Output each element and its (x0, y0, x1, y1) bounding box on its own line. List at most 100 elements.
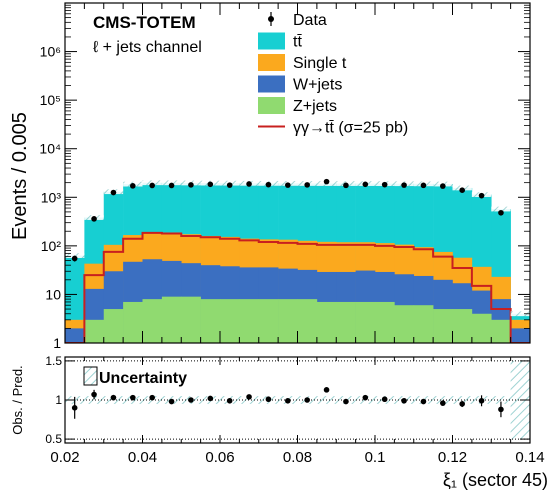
data-point-9 (246, 181, 252, 187)
ratio-point-21 (478, 397, 485, 404)
legend-label-2: W+jets (293, 77, 342, 94)
legend-signal-label: γγ→tt̄ (σ=25 pb) (293, 120, 408, 137)
ratio-band-bin-22 (491, 396, 511, 404)
stack-bar-90da70-5 (161, 296, 182, 343)
uncertainty-top-23 (510, 311, 530, 317)
x-tick-label-0: 0.02 (50, 449, 79, 466)
data-point-18 (420, 182, 427, 189)
data-point-6 (188, 182, 194, 188)
ratio-point-7 (207, 395, 214, 402)
stack-bar-90da70-16 (375, 301, 395, 343)
data-point-7 (207, 181, 214, 188)
stack-bar-90da70-2 (103, 309, 124, 343)
ratio-point-8 (226, 397, 233, 404)
x-tick-label-6: 0.14 (515, 449, 544, 466)
stacked-histograms (65, 182, 530, 343)
ratio-point-18 (420, 398, 427, 405)
stack-bar-90da70-12 (297, 299, 318, 343)
main-y-axis: 1 10 10² 10³ 10⁴ 10⁵ 10⁶ (39, 4, 530, 351)
ratio-band-bin-20 (452, 396, 473, 404)
ratio-point-1 (91, 391, 97, 398)
uncertainty-legend-swatch (83, 366, 98, 386)
y-tick-label-0: 1 (53, 335, 61, 351)
ratio-point-20 (459, 401, 465, 407)
uncertainty-legend-label: Uncertainty (99, 370, 187, 387)
ratio-y-axis-label: Obs. / Pred. (10, 365, 25, 434)
stack-bar-90da70-3 (123, 301, 143, 343)
ratio-y-tick-label-0: 0.5 (45, 432, 62, 446)
ratio-point-17 (401, 397, 407, 404)
ratio-band-bin-19 (433, 396, 453, 404)
data-point-8 (226, 182, 233, 188)
stack-bar-90da70-15 (355, 301, 376, 343)
legend-swatch-2 (258, 75, 285, 93)
ratio-point-5 (168, 398, 175, 405)
stack-bar-90da70-7 (200, 299, 221, 343)
data-point-16 (381, 181, 388, 188)
main-panel: 1 10 10² 10³ 10⁴ 10⁵ 10⁶ Events / 0.005 CMS-TO… (9, 2, 531, 351)
stack-bar-90da70-18 (413, 305, 434, 343)
stack-bar-90da70-19 (433, 309, 453, 343)
ratio-point-16 (381, 396, 388, 403)
stack-bar-90da70-17 (394, 305, 415, 343)
legend-label-1: Single t (293, 55, 347, 72)
ratio-point-12 (304, 397, 310, 403)
ratio-y-axis: 0.5 1 1.5 (45, 354, 530, 446)
ratio-point-22 (498, 406, 504, 413)
x-tick-label-1: 0.04 (128, 449, 157, 466)
x-tick-label-5: 0.12 (438, 449, 467, 466)
y-tick-label-1: 10 (45, 286, 61, 302)
data-point-17 (401, 182, 407, 188)
ratio-point-4 (149, 394, 155, 401)
legend-label-0: tt̄ (293, 34, 302, 51)
ratio-point-14 (343, 398, 349, 405)
data-point-14 (343, 182, 349, 189)
stack-bar-90da70-13 (316, 301, 337, 343)
stack-bar-90da70-8 (220, 299, 240, 343)
stack-bar-90da70-9 (239, 299, 260, 343)
ratio-point-11 (285, 397, 291, 404)
data-point-0 (71, 255, 78, 262)
data-point-2 (110, 189, 117, 196)
stack-bar-90da70-21 (471, 313, 492, 343)
experiment-label: CMS-TOTEM (93, 13, 196, 32)
ratio-point-13 (323, 387, 330, 393)
stack-bar-90da70-10 (258, 299, 279, 343)
legend-swatch-1 (258, 54, 285, 71)
data-point-1 (91, 216, 97, 222)
ratio-band-bin-9 (239, 396, 260, 404)
stack-bar-90da70-14 (336, 301, 356, 343)
ratio-point-6 (188, 397, 194, 403)
ratio-panel: 0.5 1 1.5 0.02 0.04 0.06 0.08 0.1 0.12 0.14 Obs.… (10, 354, 548, 490)
ratio-y-tick-label-1: 1 (55, 393, 62, 407)
y-tick-label-5: 10⁵ (40, 92, 61, 108)
signal-histogram (65, 231, 530, 343)
data-point-19 (440, 183, 446, 189)
y-tick-label-4: 10⁴ (39, 141, 61, 157)
ratio-point-15 (362, 394, 369, 401)
stack-bar-90da70-20 (452, 309, 473, 343)
legend-label-3: Z+jets (293, 98, 337, 115)
data-point-22 (498, 209, 504, 216)
main-x-ticks (64, 3, 531, 343)
stack-bar-90da70-22 (491, 319, 511, 343)
uncertainty-top-22 (491, 206, 511, 212)
data-point-4 (149, 182, 155, 189)
stack-bar-90da70-11 (278, 299, 298, 343)
ratio-point-3 (130, 394, 136, 401)
x-tick-label-3: 0.08 (283, 449, 312, 466)
stack-bar-90da70-1 (84, 319, 105, 343)
ratio-point-9 (246, 394, 252, 400)
data-point-20 (459, 187, 465, 193)
data-points (71, 178, 504, 262)
data-point-11 (285, 182, 291, 188)
ratio-point-19 (440, 400, 446, 406)
y-tick-label-6: 10⁶ (40, 44, 61, 60)
ratio-point-2 (110, 394, 117, 401)
data-point-15 (362, 181, 369, 188)
data-point-3 (130, 183, 136, 189)
x-tick-label-4: 0.1 (365, 449, 386, 466)
legend-data-label: Data (293, 12, 327, 29)
ratio-y-tick-label-2: 1.5 (45, 354, 62, 368)
